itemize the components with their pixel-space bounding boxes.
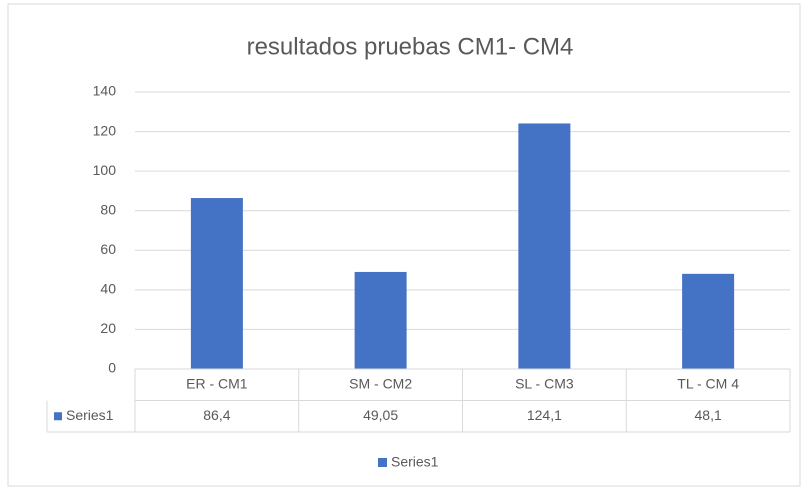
y-tick-label: 20 xyxy=(100,320,116,336)
legend-label: Series1 xyxy=(391,454,439,470)
bar xyxy=(682,273,735,369)
bar xyxy=(190,198,243,369)
y-tick-label: 120 xyxy=(93,122,117,138)
x-tick-label: SL - CM3 xyxy=(515,375,574,391)
chart-frame xyxy=(7,3,801,487)
bar xyxy=(518,123,571,369)
data-label: 49,05 xyxy=(363,407,398,423)
data-label: 124,1 xyxy=(527,407,562,423)
data-label: 86,4 xyxy=(203,407,230,423)
bar xyxy=(354,271,407,369)
y-tick-label: 60 xyxy=(100,241,116,257)
legend-key xyxy=(378,458,387,467)
legend-key xyxy=(54,412,62,421)
x-tick-label: TL - CM 4 xyxy=(677,375,739,391)
x-tick-label: SM - CM2 xyxy=(349,375,412,391)
y-tick-label: 80 xyxy=(100,201,116,217)
y-tick-label: 40 xyxy=(100,281,116,297)
chart-title: resultados pruebas CM1- CM4 xyxy=(247,33,574,60)
y-tick-label: 140 xyxy=(93,83,117,99)
table-series-name: Series1 xyxy=(66,407,114,423)
data-label: 48,1 xyxy=(695,407,722,423)
x-tick-label: ER - CM1 xyxy=(186,375,248,391)
y-tick-label: 0 xyxy=(108,360,116,376)
y-tick-label: 100 xyxy=(93,162,117,178)
